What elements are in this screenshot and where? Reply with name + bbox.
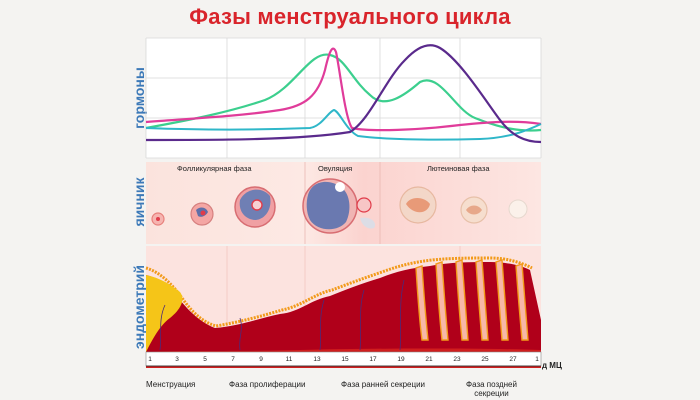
day-tick: 17 xyxy=(369,356,377,363)
hormone-curve-pink xyxy=(145,47,542,132)
day-tick: 13 xyxy=(313,356,321,363)
day-tick: 11 xyxy=(285,356,293,363)
day-tick: 3 xyxy=(175,356,179,363)
follicular-phase-label: Фолликулярная фаза xyxy=(177,164,252,173)
late-secretion-label: Фаза поздней секреции xyxy=(466,380,517,398)
day-tick: 5 xyxy=(203,356,207,363)
ovary-follicles xyxy=(151,178,528,234)
late-secretion-label-line1: Фаза поздней xyxy=(466,380,517,389)
hormone-curve-purple xyxy=(145,44,542,144)
day-tick: 25 xyxy=(481,356,489,363)
day-tick: 27 xyxy=(509,356,517,363)
early-secretion-label: Фаза ранней секреции xyxy=(341,380,426,389)
released-oocyte xyxy=(356,197,372,213)
endometrium-menstrual-layer xyxy=(146,275,183,352)
luteal-phase-label: Лютеиновая фаза xyxy=(427,164,490,173)
proliferation-label: Фаза пролиферации xyxy=(229,380,306,389)
day-tick: 1 xyxy=(148,356,152,363)
day-tick: 23 xyxy=(453,356,461,363)
page-title: Фазы менструального цикла xyxy=(189,4,511,29)
day-tick: 1 xyxy=(535,356,539,363)
day-tick: 9 xyxy=(259,356,263,363)
day-unit-label: д МЦ xyxy=(542,361,562,370)
endometrium-orange-edge xyxy=(145,256,533,328)
day-tick: 15 xyxy=(341,356,349,363)
hormone-curve-green xyxy=(145,53,542,132)
day-tick: 7 xyxy=(231,356,235,363)
ovulation-label: Овуляция xyxy=(318,164,353,173)
hormone-curve-cyan xyxy=(145,108,542,141)
late-secretion-label-line2: секреции xyxy=(474,389,509,398)
day-tick: 19 xyxy=(397,356,405,363)
corpus-albicans xyxy=(508,199,528,219)
menstruation-label: Менструация xyxy=(146,380,196,389)
day-tick: 21 xyxy=(425,356,433,363)
endometrium-glands xyxy=(415,259,529,341)
